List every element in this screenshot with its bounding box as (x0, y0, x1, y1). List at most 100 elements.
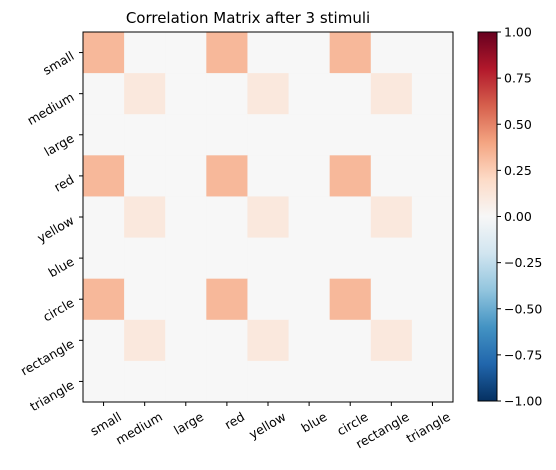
heatmap-cell-blue-triangle (411, 237, 454, 280)
heatmap-cell-circle-circle (329, 278, 372, 321)
x-tick-label-medium: medium (113, 409, 165, 448)
heatmap-cell-small-large (165, 32, 207, 74)
colorbar-tick-label: 0.25 (504, 163, 532, 178)
heatmap-cell-large-rectangle (370, 114, 413, 156)
x-tick-label-blue: blue (298, 409, 329, 436)
heatmap-cell-large-small (83, 114, 125, 156)
heatmap-cell-medium-blue (288, 73, 331, 115)
heatmap-cell-red-small (83, 155, 125, 197)
heatmap-cell-rectangle-circle (329, 319, 372, 362)
heatmap-cell-red-large (165, 155, 207, 197)
y-tick-label-circle: circle (40, 295, 77, 325)
heatmap-cell-rectangle-large (165, 319, 207, 362)
x-tick-label-triangle: triangle (403, 409, 453, 446)
colorbar: 1.00 0.75 0.50 0.25 0.00 −0.25 −0.50 −0.75 −1.00 (477, 25, 542, 409)
chart-title: Correlation Matrix after 3 stimuli (126, 9, 370, 27)
colorbar-tick-label: −0.50 (504, 301, 542, 316)
heatmap-cell-rectangle-blue (288, 319, 331, 362)
heatmap-cell-large-large (165, 114, 207, 156)
heatmap-cell-triangle-circle (329, 360, 372, 403)
colorbar-tick-label: 1.00 (504, 25, 532, 40)
colorbar-tick-label: 0.50 (504, 117, 532, 132)
heatmap-cell-red-circle (329, 155, 372, 197)
heatmap-cell-circle-rectangle (370, 278, 413, 321)
y-tick-label-triangle: triangle (27, 377, 77, 414)
heatmap-cell-triangle-triangle (411, 360, 454, 403)
heatmap-cell-small-rectangle (370, 32, 413, 74)
heatmap-cell-yellow-small (83, 196, 125, 239)
heatmap-cell-large-yellow (247, 114, 290, 156)
heatmap-cell-circle-red (206, 278, 248, 321)
heatmap-cell-medium-large (165, 73, 207, 115)
heatmap-cell-circle-blue (288, 278, 331, 321)
heatmap-cell-triangle-rectangle (370, 360, 413, 403)
heatmap-cell-blue-large (165, 237, 207, 280)
heatmap-cell-blue-circle (329, 237, 372, 280)
colorbar-tick-label: −0.25 (504, 255, 542, 270)
colorbar-gradient (477, 31, 498, 402)
y-tick-label-red: red (51, 171, 76, 194)
heatmap-cell-medium-circle (329, 73, 372, 115)
heatmap-cell-blue-rectangle (370, 237, 413, 280)
heatmap-cell-medium-yellow (247, 73, 290, 115)
heatmap-cell-red-blue (288, 155, 331, 197)
x-tick-label-red: red (222, 409, 247, 432)
heatmap-cell-rectangle-yellow (247, 319, 290, 362)
heatmap-cell-small-blue (288, 32, 331, 74)
heatmap-cell-circle-triangle (411, 278, 454, 321)
heatmap-cell-large-triangle (411, 114, 454, 156)
heatmap-cell-red-red (206, 155, 248, 197)
heatmap-cell-circle-medium (124, 278, 166, 321)
heatmap-cell-circle-large (165, 278, 207, 321)
heatmap-cell-triangle-small (83, 360, 125, 403)
y-tick-label-blue: blue (46, 254, 77, 281)
heatmap-cells (83, 32, 454, 403)
heatmap-cell-small-medium (124, 32, 166, 74)
x-tick-label-large: large (171, 409, 206, 438)
heatmap-cell-small-small (83, 32, 125, 74)
heatmap-cell-small-red (206, 32, 248, 74)
y-tick-label-yellow: yellow (34, 213, 76, 246)
heatmap-cell-triangle-medium (124, 360, 166, 403)
heatmap-cell-medium-triangle (411, 73, 454, 115)
heatmap-cell-medium-medium (124, 73, 166, 115)
heatmap-cell-red-rectangle (370, 155, 413, 197)
heatmap-cell-yellow-circle (329, 196, 372, 239)
heatmap-cell-triangle-red (206, 360, 248, 403)
heatmap-cell-rectangle-small (83, 319, 125, 362)
x-tick-label-yellow: yellow (246, 409, 288, 442)
y-tick-label-large: large (42, 130, 77, 159)
y-tick-label-medium: medium (25, 89, 77, 128)
colorbar-tick-label: 0.00 (504, 209, 532, 224)
heatmap-cell-yellow-large (165, 196, 207, 239)
heatmap-cell-triangle-large (165, 360, 207, 403)
colorbar-tick-label: −0.75 (504, 347, 542, 362)
heatmap-cell-small-yellow (247, 32, 290, 74)
heatmap-cell-blue-small (83, 237, 125, 280)
heatmap-cell-red-medium (124, 155, 166, 197)
heatmap-cell-rectangle-triangle (411, 319, 454, 362)
heatmap-cell-rectangle-red (206, 319, 248, 362)
y-tick-label-small: small (40, 48, 76, 78)
heatmap-cell-large-red (206, 114, 248, 156)
heatmap-cell-circle-yellow (247, 278, 290, 321)
y-tick-label-rectangle: rectangle (18, 336, 77, 379)
heatmap-cell-medium-rectangle (370, 73, 413, 115)
colorbar-tick-label: −1.00 (504, 394, 542, 409)
heatmap-cell-large-blue (288, 114, 331, 156)
heatmap-cell-yellow-medium (124, 196, 166, 239)
heatmap-cell-triangle-blue (288, 360, 331, 403)
heatmap-cell-large-circle (329, 114, 372, 156)
heatmap-cell-small-triangle (411, 32, 454, 74)
heatmap-cell-rectangle-medium (124, 319, 166, 362)
heatmap-cell-red-yellow (247, 155, 290, 197)
heatmap-cell-rectangle-rectangle (370, 319, 413, 362)
heatmap-cell-yellow-red (206, 196, 248, 239)
heatmap-cell-medium-red (206, 73, 248, 115)
heatmap-cell-blue-blue (288, 237, 331, 280)
heatmap-cell-blue-red (206, 237, 248, 280)
